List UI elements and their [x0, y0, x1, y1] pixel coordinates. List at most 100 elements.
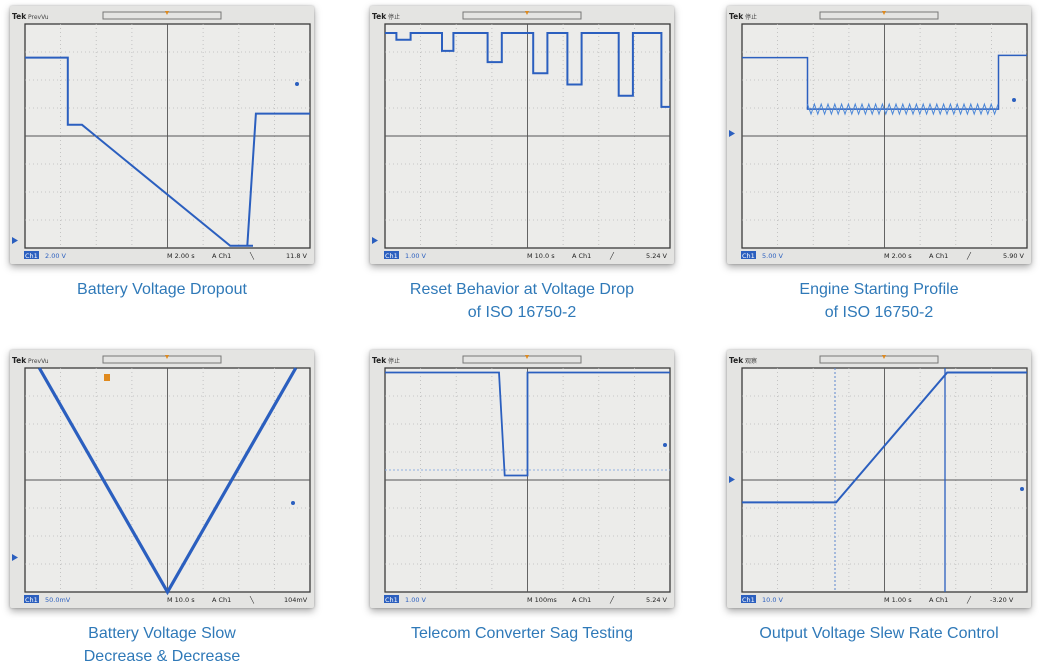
channel-badge-label: Ch1: [385, 252, 398, 260]
record-bar: [102, 355, 222, 364]
caption-line-1: Engine Starting Profile: [799, 281, 959, 298]
caption-line-1: Battery Voltage Dropout: [77, 281, 247, 298]
record-bar: [819, 355, 939, 364]
tek-label: Tek: [12, 356, 27, 365]
timebase: M 10.0 s: [167, 596, 195, 604]
scope-panel-slew-rate: Tek 观察 Ch1 10.0 V M 1.00 s A Ch1 ╱ -3.20…: [727, 350, 1031, 642]
trigger-level-marker-icon: [1020, 487, 1024, 491]
timebase: M 2.00 s: [884, 252, 912, 260]
trigger-source: A Ch1: [572, 596, 591, 604]
trigger-slope-icon: ╱: [966, 595, 972, 604]
record-bar: [462, 355, 582, 364]
scope-panel-battery-dropout: Tek PrevVu Ch1 2.00 V M 2.00 s A Ch1 ╲ 1…: [10, 6, 314, 298]
trace-ch1: [742, 371, 1027, 504]
trigger-level: -3.20 V: [990, 596, 1014, 604]
trigger-position-marker: [165, 355, 169, 359]
trace-ch1: [742, 54, 1027, 110]
trigger-slope-icon: ╲: [249, 595, 255, 604]
tek-label: Tek: [372, 12, 387, 21]
tek-label: Tek: [729, 12, 744, 21]
trigger-level: 5.24 V: [646, 252, 668, 260]
record-bar: [462, 11, 582, 20]
scope-display: Tek PrevVu Ch1 2.00 V M 2.00 s A Ch1 ╲ 1…: [12, 11, 311, 260]
scope-display: Tek 停止 Ch1 5.00 V M 2.00 s A Ch1 ╱ 5.90 …: [729, 11, 1028, 260]
channel-badge: [384, 251, 399, 259]
tek-label: Tek: [729, 356, 744, 365]
ground-marker-icon: [729, 130, 735, 137]
volts-per-div: 5.00 V: [762, 252, 784, 260]
trigger-level-marker-icon: [291, 501, 295, 505]
trigger-source: A Ch1: [929, 252, 948, 260]
oscilloscope-screenshot: Tek 停止 Ch1 5.00 V M 2.00 s A Ch1 ╱ 5.90 …: [727, 6, 1031, 264]
caption-line-1: Output Voltage Slew Rate Control: [759, 625, 999, 642]
trigger-position-marker: [165, 11, 169, 15]
trigger-slope-icon: ╱: [609, 595, 615, 604]
panel-caption: Battery Voltage Dropout: [0, 278, 334, 301]
caption-line-2: Decrease & Decrease: [83, 648, 241, 665]
caption-line-1: Telecom Converter Sag Testing: [410, 625, 634, 642]
scope-panel-reset-behavior: Tek 停止 Ch1 1.00 V M 10.0 s A Ch1 ╱ 5.24 …: [370, 6, 674, 321]
channel-badge: [24, 595, 39, 603]
trace-ch1: [385, 371, 670, 477]
channel-badge: [741, 595, 756, 603]
oscilloscope-screenshot: Tek PrevVu Ch1 50.0mV M 10.0 s A Ch1 ╲ 1…: [10, 350, 314, 608]
volts-per-div: 2.00 V: [45, 252, 67, 260]
tek-label: Tek: [372, 356, 387, 365]
acq-mode: 停止: [745, 13, 757, 21]
timebase: M 1.00 s: [884, 596, 912, 604]
trigger-slope-icon: ╲: [249, 251, 255, 260]
scope-display: Tek 观察 Ch1 10.0 V M 1.00 s A Ch1 ╱ -3.20…: [729, 355, 1028, 604]
acq-mode: 停止: [388, 13, 400, 21]
trigger-level-marker-icon: [1012, 98, 1016, 102]
panel-caption: Battery Voltage Slow Decrease & Decrease: [0, 622, 334, 668]
panel-caption: Reset Behavior at Voltage Drop of ISO 16…: [350, 278, 694, 324]
oscilloscope-screenshot: Tek PrevVu Ch1 2.00 V M 2.00 s A Ch1 ╲ 1…: [10, 6, 314, 264]
scope-center-axes: [742, 24, 1027, 248]
caption-line-1: Reset Behavior at Voltage Drop: [409, 281, 635, 298]
tek-label: Tek: [12, 12, 27, 21]
acq-mode: 观察: [745, 357, 757, 365]
trace-ch1: [385, 32, 670, 108]
caption-line-2: of ISO 16750-2: [824, 304, 934, 321]
trigger-level: 5.24 V: [646, 596, 668, 604]
caption-line-2: of ISO 16750-2: [467, 304, 577, 321]
panel-caption: Output Voltage Slew Rate Control: [707, 622, 1047, 645]
trigger-slope-icon: ╱: [966, 251, 972, 260]
scope-center-axes: [742, 368, 1027, 592]
channel-badge-label: Ch1: [742, 596, 755, 604]
record-bar: [819, 11, 939, 20]
channel-badge: [741, 251, 756, 259]
scope-center-axes: [25, 368, 310, 592]
channel-badge-label: Ch1: [25, 596, 38, 604]
acq-mode: PrevVu: [28, 358, 49, 365]
ground-marker-icon: [729, 476, 735, 483]
volts-per-div: 10.0 V: [762, 596, 784, 604]
timebase: M 2.00 s: [167, 252, 195, 260]
trigger-position-marker: [882, 11, 886, 15]
trigger-level-marker-icon: [663, 443, 667, 447]
volts-per-div: 1.00 V: [405, 252, 427, 260]
trigger-source: A Ch1: [212, 252, 231, 260]
trigger-source: A Ch1: [929, 596, 948, 604]
trigger-source: A Ch1: [212, 596, 231, 604]
trigger-level: 104mV: [284, 596, 308, 604]
timebase: M 10.0 s: [527, 252, 555, 260]
ground-marker-icon: [12, 237, 18, 244]
scope-panel-telecom-sag: Tek 停止 Ch1 1.00 V M 100ms A Ch1 ╱ 5.24 V…: [370, 350, 674, 642]
record-bar: [102, 11, 222, 20]
trigger-position-marker: [882, 355, 886, 359]
trigger-position-marker: [525, 355, 529, 359]
scope-display: Tek PrevVu Ch1 50.0mV M 10.0 s A Ch1 ╲ 1…: [12, 355, 311, 604]
channel-badge: [384, 595, 399, 603]
scope-display: Tek 停止 Ch1 1.00 V M 10.0 s A Ch1 ╱ 5.24 …: [372, 11, 671, 260]
acq-mode: PrevVu: [28, 14, 49, 21]
ground-marker-icon: [12, 554, 18, 561]
panel-caption: Telecom Converter Sag Testing: [350, 622, 694, 645]
trigger-level: 5.90 V: [1003, 252, 1025, 260]
ground-marker-icon: [372, 237, 378, 244]
panel-caption: Engine Starting Profile of ISO 16750-2: [707, 278, 1047, 324]
scope-panel-battery-slow-decrease: Tek PrevVu Ch1 50.0mV M 10.0 s A Ch1 ╲ 1…: [10, 350, 314, 665]
trigger-source: A Ch1: [572, 252, 591, 260]
oscilloscope-screenshot: Tek 停止 Ch1 1.00 V M 10.0 s A Ch1 ╱ 5.24 …: [370, 6, 674, 264]
oscilloscope-screenshot: Tek 停止 Ch1 1.00 V M 100ms A Ch1 ╱ 5.24 V: [370, 350, 674, 608]
